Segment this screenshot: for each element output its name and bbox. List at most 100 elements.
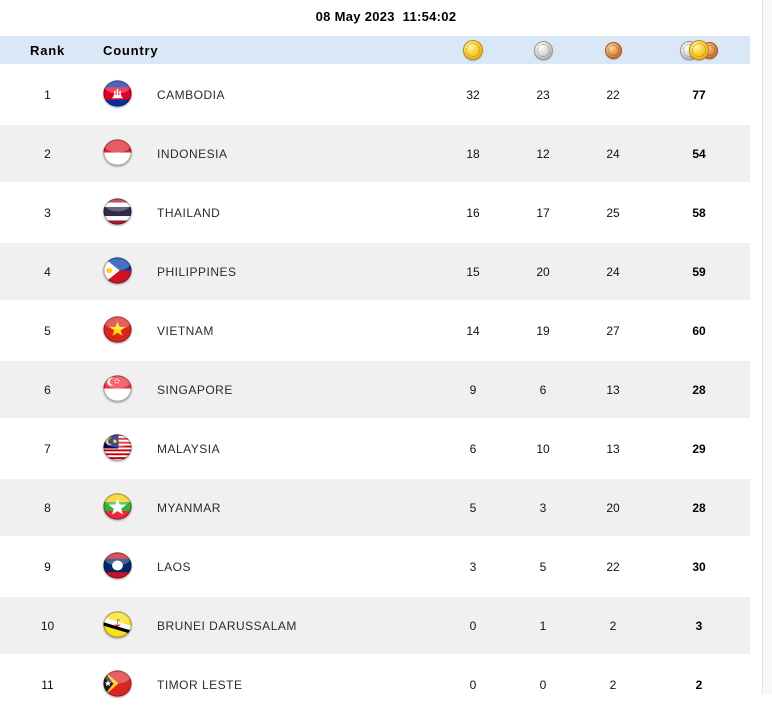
gold-count: 6 [438,420,508,477]
table-row: 11 TIMOR LESTE 0 0 2 2 [0,656,750,713]
gold-count: 9 [438,361,508,418]
flag-cell [95,243,140,300]
rank-cell: 3 [0,184,95,241]
silver-count: 12 [508,125,578,182]
country-name: TIMOR LESTE [140,656,438,713]
rank-cell: 2 [0,125,95,182]
gold-count: 0 [438,597,508,654]
total-count: 29 [648,420,750,477]
country-name: CAMBODIA [140,66,438,123]
table-row: 2 INDONESIA 18 12 24 54 [0,125,750,182]
gold-count: 5 [438,479,508,536]
bronze-count: 2 [578,597,648,654]
flag-malaysia-icon [103,433,132,461]
country-name: VIETNAM [140,302,438,359]
country-name: INDONESIA [140,125,438,182]
flag-cambodia-icon [103,79,132,107]
scrollbar-track[interactable] [762,0,772,694]
rank-cell: 7 [0,420,95,477]
total-count: 30 [648,538,750,595]
silver-medal-icon [533,40,553,60]
flag-singapore-icon [103,374,132,402]
flag-indonesia-icon [103,138,132,166]
bronze-medal-icon [604,41,622,59]
gold-count: 16 [438,184,508,241]
country-name: MYANMAR [140,479,438,536]
rank-cell: 10 [0,597,95,654]
gold-column-header [438,36,508,64]
gold-count: 3 [438,538,508,595]
table-row: 7 MALAYSIA 6 10 13 29 [0,420,750,477]
silver-count: 20 [508,243,578,300]
bronze-count: 27 [578,302,648,359]
total-count: 28 [648,361,750,418]
flag-thailand-icon [103,197,132,225]
rank-cell: 6 [0,361,95,418]
flag-vietnam-icon [103,315,132,343]
flag-brunei-icon [103,610,132,638]
rank-cell: 5 [0,302,95,359]
table-row: 9 LAOS 3 5 22 30 [0,538,750,595]
gold-count: 32 [438,66,508,123]
silver-count: 1 [508,597,578,654]
rank-cell: 8 [0,479,95,536]
total-count: 60 [648,302,750,359]
flag-cell [95,184,140,241]
medal-table-wrap: Rank Country [0,34,750,715]
total-count: 3 [648,597,750,654]
rank-column-header: Rank [0,36,95,64]
flag-cell [95,538,140,595]
silver-count: 3 [508,479,578,536]
country-name: PHILIPPINES [140,243,438,300]
silver-count: 5 [508,538,578,595]
table-row: 6 SINGAPORE 9 6 13 28 [0,361,750,418]
flag-cell [95,361,140,418]
country-name: MALAYSIA [140,420,438,477]
flag-philippines-icon [103,256,132,284]
bronze-count: 2 [578,656,648,713]
table-row: 4 PHILIPPINES 15 20 24 59 [0,243,750,300]
silver-count: 0 [508,656,578,713]
gold-count: 0 [438,656,508,713]
flag-cell [95,302,140,359]
bronze-count: 22 [578,538,648,595]
flag-cell [95,420,140,477]
silver-count: 19 [508,302,578,359]
table-row: 8 MYANMAR 5 3 20 28 [0,479,750,536]
bronze-column-header [578,36,648,64]
table-row: 3 THAILAND 16 17 25 58 [0,184,750,241]
total-count: 2 [648,656,750,713]
flag-cell [95,125,140,182]
flag-laos-icon [103,551,132,579]
table-row: 5 VIETNAM 14 19 27 60 [0,302,750,359]
silver-count: 23 [508,66,578,123]
bronze-count: 20 [578,479,648,536]
rank-cell: 9 [0,538,95,595]
bronze-count: 25 [578,184,648,241]
flag-cell [95,597,140,654]
silver-count: 10 [508,420,578,477]
total-count: 58 [648,184,750,241]
table-body: 1 CAMBODIA 32 23 22 77 2 INDONESIA 18 12 24 54 3 THAI… [0,66,750,713]
table-header-row: Rank Country [0,36,750,64]
bronze-count: 13 [578,420,648,477]
medal-tally-table: Rank Country [0,34,750,715]
silver-count: 17 [508,184,578,241]
datetime-label: 08 May 2023 11:54:02 [315,9,457,24]
flag-timor_leste-icon [103,669,132,697]
country-column-header: Country [95,36,438,64]
bronze-count: 24 [578,125,648,182]
flag-cell [95,66,140,123]
total-count: 54 [648,125,750,182]
gold-count: 14 [438,302,508,359]
country-name: THAILAND [140,184,438,241]
country-name: BRUNEI DARUSSALAM [140,597,438,654]
gold-count: 15 [438,243,508,300]
total-count: 59 [648,243,750,300]
table-row: 1 CAMBODIA 32 23 22 77 [0,66,750,123]
rank-cell: 11 [0,656,95,713]
table-row: 10 BRUNEI DARUSSALAM 0 1 2 3 [0,597,750,654]
medal-tally-page: 08 May 2023 11:54:02 Rank Country [0,0,772,697]
flag-myanmar-icon [103,492,132,520]
flag-cell [95,479,140,536]
